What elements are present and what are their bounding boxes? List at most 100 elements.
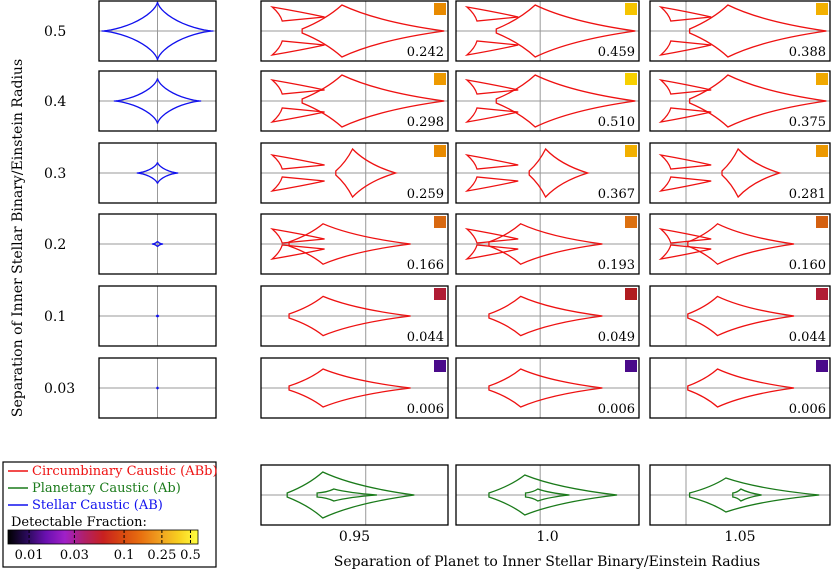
panel-border — [455, 357, 640, 419]
row-label: 0.03 — [44, 381, 75, 397]
circumbinary-caustic — [464, 244, 519, 261]
panel-border — [455, 70, 640, 132]
circumbinary-caustic — [464, 153, 519, 170]
stellar-caustic — [156, 386, 159, 390]
detectable-fraction-label: 0.160 — [789, 258, 826, 273]
planetary-caustic-panel — [649, 464, 831, 526]
panel-border — [649, 70, 831, 132]
circumbinary-caustic — [270, 153, 325, 170]
panel-border — [260, 357, 449, 419]
detectable-fraction-label: 0.044 — [407, 330, 444, 345]
detectable-fraction-label: 0.242 — [407, 45, 444, 60]
circumbinary-caustic — [495, 4, 636, 58]
circumbinary-caustic — [270, 107, 325, 124]
circumbinary-caustic — [464, 5, 519, 22]
circumbinary-caustic — [288, 223, 411, 265]
circumbinary-caustic — [270, 78, 325, 95]
detectable-fraction-swatch — [625, 360, 637, 372]
planetary-caustic-panel — [455, 464, 640, 526]
detectable-fraction-label: 0.044 — [789, 330, 826, 345]
detectable-fraction-swatch — [434, 3, 446, 15]
stellar-caustic-panel — [98, 357, 217, 419]
panel-border — [98, 285, 217, 347]
panel-border — [260, 142, 449, 204]
colorbar-tick-label: 0.25 — [147, 548, 176, 563]
circumbinary-caustic-panel: 0.367 — [455, 142, 640, 204]
panel-border — [260, 464, 449, 526]
planetary-caustic — [488, 474, 618, 516]
circumbinary-caustic-panel: 0.375 — [649, 70, 831, 132]
circumbinary-caustic — [495, 74, 636, 128]
column-labels: 0.95 1.0 1.05 — [339, 529, 756, 545]
detectable-fraction-swatch — [434, 73, 446, 85]
detectable-fraction-label: 0.367 — [598, 187, 635, 202]
circumbinary-caustic — [658, 176, 712, 193]
panel-border — [649, 213, 831, 275]
panel-border — [98, 142, 217, 204]
circumbinary-caustic — [658, 244, 712, 261]
column-label: 1.05 — [724, 529, 755, 545]
circumbinary-caustic — [687, 368, 795, 408]
circumbinary-caustic — [270, 176, 325, 193]
circumbinary-caustic-panel: 0.193 — [455, 213, 640, 275]
stellar-caustic — [136, 162, 179, 184]
panel-border — [455, 213, 640, 275]
planetary-caustic — [286, 471, 415, 519]
circumbinary-caustic-panel: 0.006 — [649, 357, 831, 419]
circumbinary-caustic — [658, 107, 712, 124]
stellar-caustic-panel — [98, 285, 217, 347]
circumbinary-caustic — [270, 227, 325, 244]
panel-border — [649, 357, 831, 419]
panel-border — [455, 142, 640, 204]
detectable-fraction-label: 0.510 — [598, 115, 635, 130]
circumbinary-caustic — [688, 74, 827, 128]
panel-border — [98, 213, 217, 275]
circumbinary-caustic — [658, 227, 712, 244]
panel-border — [260, 70, 449, 132]
circumbinary-caustic-panel: 0.242 — [260, 0, 449, 62]
detectable-fraction-label: 0.006 — [598, 402, 635, 417]
panel-border — [260, 213, 449, 275]
row-label: 0.4 — [44, 94, 66, 110]
column-label: 0.95 — [339, 529, 370, 545]
row-label: 0.3 — [44, 166, 66, 182]
circumbinary-caustic — [335, 147, 398, 199]
detectable-fraction-label: 0.388 — [789, 45, 826, 60]
stellar-caustic — [113, 78, 202, 124]
circumbinary-caustic — [288, 295, 411, 337]
detectable-fraction-swatch — [816, 73, 828, 85]
circumbinary-caustic-panel: 0.259 — [260, 142, 449, 204]
circumbinary-caustic-panel: 0.160 — [649, 213, 831, 275]
colorbar-tick-label: 0.5 — [180, 548, 201, 563]
circumbinary-caustic — [464, 107, 519, 124]
column-label: 1.0 — [536, 529, 558, 545]
row-label: 0.5 — [44, 24, 66, 40]
legend: Circumbinary Caustic (ABb) Planetary Cau… — [2, 461, 218, 568]
detectable-fraction-swatch — [816, 360, 828, 372]
panel-border — [649, 464, 831, 526]
circumbinary-caustic-panel: 0.044 — [649, 285, 831, 347]
circumbinary-caustic — [270, 5, 325, 22]
panel-border — [455, 285, 640, 347]
circumbinary-caustic — [658, 78, 712, 95]
colorbar-ticks: 0.01 0.03 0.1 0.25 0.5 — [15, 530, 201, 563]
circumbinary-caustic — [270, 40, 325, 57]
detectable-fraction-swatch — [434, 288, 446, 300]
circumbinary-caustic-panel: 0.049 — [455, 285, 640, 347]
detectable-fraction-swatch — [816, 145, 828, 157]
stellar-caustic — [151, 240, 164, 248]
circumbinary-caustic — [301, 4, 445, 58]
detectable-fraction-swatch — [625, 3, 637, 15]
circumbinary-caustic — [688, 4, 827, 58]
stellar-caustic-panel — [98, 70, 217, 132]
panel-border — [98, 0, 217, 62]
circumbinary-caustic — [488, 368, 603, 408]
legend-label-circumbinary: Circumbinary Caustic (ABb) — [32, 464, 218, 479]
colorbar-tick-label: 0.1 — [114, 548, 135, 563]
detectable-fraction-label: 0.006 — [407, 402, 444, 417]
detectable-fraction-label: 0.193 — [598, 258, 635, 273]
circumbinary-caustic — [687, 223, 795, 265]
circumbinary-caustic — [270, 244, 325, 261]
planetary-caustic-panel — [260, 464, 449, 526]
panel-border — [260, 285, 449, 347]
